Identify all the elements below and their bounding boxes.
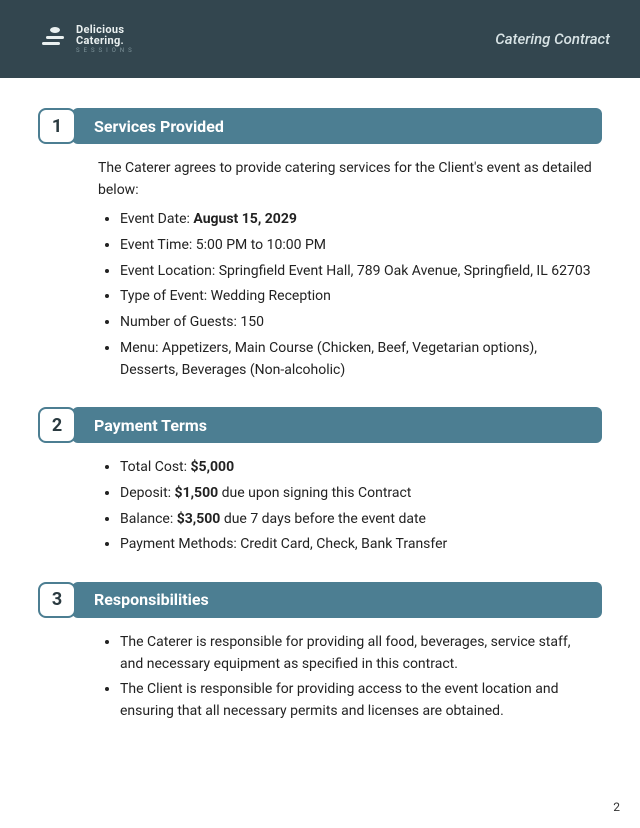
section-body: The Caterer is responsible for providing… [38,618,602,723]
item-text: Wedding Reception [211,288,331,304]
list-item: The Client is responsible for providing … [120,679,592,722]
list-item: Menu: Appetizers, Main Course (Chicken, … [120,338,592,381]
page-number: 2 [613,800,620,814]
logo: Delicious Catering. SESSIONS [40,24,136,54]
item-text: due upon signing this Contract [222,485,412,501]
section-title: Services Provided [72,108,602,144]
bullet-list: The Caterer is responsible for providing… [98,632,592,723]
section-body: The Caterer agrees to provide catering s… [38,144,602,381]
section-title: Payment Terms [72,407,602,443]
section-title: Responsibilities [72,582,602,618]
item-bold: $1,500 [175,485,219,501]
item-text: The Client is responsible for providing … [120,681,558,719]
section: 1Services Provided The Caterer agrees to … [38,108,602,381]
list-item: Type of Event: Wedding Reception [120,286,592,308]
item-bold: $5,000 [191,459,235,475]
item-text: due 7 days before the event date [224,511,426,527]
section-body: Total Cost: $5,000 Deposit: $1,500 due up… [38,443,602,556]
item-text: 150 [240,314,264,330]
section: 3Responsibilities The Caterer is responsi… [38,582,602,723]
list-item: Number of Guests: 150 [120,312,592,334]
list-item: Deposit: $1,500 due upon signing this Co… [120,483,592,505]
list-item: Event Location: Springfield Event Hall, … [120,261,592,283]
section-number: 3 [38,582,76,618]
item-label: Menu: [120,340,162,356]
item-label: Event Time: [120,237,196,253]
item-label: Total Cost: [120,459,191,475]
section-header: 1Services Provided [38,108,602,144]
item-label: Event Date: [120,211,193,227]
item-text: Springfield Event Hall, 789 Oak Avenue, … [219,263,591,279]
item-bold: August 15, 2029 [193,211,297,227]
bullet-list: Total Cost: $5,000 Deposit: $1,500 due up… [98,457,592,556]
item-label: Payment Methods: [120,536,240,552]
page-body: 1Services Provided The Caterer agrees to … [0,78,640,723]
section-header: 2Payment Terms [38,407,602,443]
item-label: Deposit: [120,485,175,501]
list-item: Event Time: 5:00 PM to 10:00 PM [120,235,592,257]
item-text: Credit Card, Check, Bank Transfer [240,536,447,552]
list-item: Event Date: August 15, 2029 [120,209,592,231]
list-item: Balance: $3,500 due 7 days before the ev… [120,509,592,531]
logo-line2: Catering. [76,35,136,47]
item-label: Balance: [120,511,177,527]
item-label: Event Location: [120,263,219,279]
section-intro: The Caterer agrees to provide catering s… [98,158,592,201]
section-number: 2 [38,407,76,443]
list-item: The Caterer is responsible for providing… [120,632,592,675]
item-label: Number of Guests: [120,314,240,330]
item-text: Appetizers, Main Course (Chicken, Beef, … [120,340,537,378]
item-text: The Caterer is responsible for providing… [120,634,570,672]
section: 2Payment Terms Total Cost: $5,000 Deposit:… [38,407,602,556]
item-bold: $3,500 [177,511,221,527]
bullet-list: Event Date: August 15, 2029 Event Time: 5… [98,209,592,381]
logo-text: Delicious Catering. SESSIONS [76,24,136,54]
list-item: Payment Methods: Credit Card, Check, Ban… [120,534,592,556]
section-number: 1 [38,108,76,144]
item-text: 5:00 PM to 10:00 PM [196,237,326,253]
logo-icon [40,26,68,52]
document-title: Catering Contract [495,30,610,48]
item-label: Type of Event: [120,288,211,304]
list-item: Total Cost: $5,000 [120,457,592,479]
logo-line3: SESSIONS [76,48,136,54]
section-header: 3Responsibilities [38,582,602,618]
page-header: Delicious Catering. SESSIONS Catering Co… [0,0,640,78]
